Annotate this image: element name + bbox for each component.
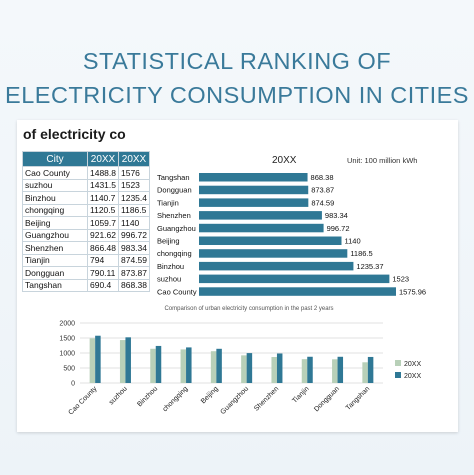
hbar-value-label: 1235.37 bbox=[356, 262, 383, 271]
bar-chart-unit: Unit: 100 million kWh bbox=[347, 156, 418, 165]
comparison-bar bbox=[271, 357, 277, 383]
spreadsheet-card: of electricity co City 20XX 20XX Cao Cou… bbox=[17, 120, 458, 432]
header-year-1: 20XX bbox=[87, 151, 119, 167]
horizontal-bar-chart: Tangshan 868.38 Dongguan 873.87 Tianjin 874.5… bbox=[157, 173, 426, 296]
table-row: Tangshan 690.4 868.38 bbox=[22, 278, 150, 292]
table-cell-value: 1523 bbox=[118, 178, 150, 192]
x-category-label: suzhou bbox=[108, 385, 129, 406]
bar-chart-title: 20XX bbox=[272, 155, 297, 166]
y-tick-label: 500 bbox=[63, 366, 75, 373]
hbar-category-label: Shenzhen bbox=[157, 211, 191, 220]
comparison-bar bbox=[186, 347, 192, 383]
hbar-value-label: 983.34 bbox=[325, 211, 348, 220]
hbar-value-label: 1186.5 bbox=[350, 249, 372, 258]
hbar-value-label: 868.38 bbox=[311, 173, 334, 182]
table-row: Beijing 1059.7 1140 bbox=[22, 216, 150, 230]
table-cell-value: 1235.4 bbox=[118, 191, 150, 205]
ranking-table: City 20XX 20XX Cao County 1488.8 1576 suzho… bbox=[22, 151, 150, 292]
header-city: City bbox=[22, 151, 88, 167]
hbar-bar bbox=[199, 211, 322, 220]
table-cell-value: 996.72 bbox=[118, 228, 150, 242]
x-category-label: Beijing bbox=[200, 385, 220, 405]
table-body: Cao County 1488.8 1576 suzhou 1431.5 1523 Binz… bbox=[22, 166, 150, 292]
hbar-bar bbox=[199, 198, 309, 207]
comparison-bar bbox=[276, 353, 283, 383]
table-header-row: City 20XX 20XX bbox=[22, 151, 150, 167]
hbar-category-label: suzhou bbox=[157, 275, 181, 284]
hbar-value-label: 1523 bbox=[392, 275, 409, 284]
hbar-value-label: 873.87 bbox=[311, 186, 334, 195]
comparison-bar bbox=[367, 356, 374, 383]
hbar-category-label: Binzhou bbox=[157, 262, 184, 271]
page-title: STATISTICAL RANKING OF ELECTRICITY CONSU… bbox=[0, 44, 474, 112]
hbar-value-label: 874.59 bbox=[311, 198, 334, 207]
table-row: suzhou 1431.5 1523 bbox=[22, 178, 150, 192]
page-title-line1: STATISTICAL RANKING OF bbox=[82, 48, 392, 74]
hbar-category-label: Tangshan bbox=[157, 173, 190, 182]
hbar-category-label: chongqing bbox=[157, 249, 192, 258]
comparison-bar bbox=[180, 349, 187, 383]
comparison-bar-chart: Comparison of urban electricity consumpt… bbox=[59, 306, 421, 417]
y-tick-label: 1500 bbox=[59, 336, 75, 343]
comparison-bar bbox=[125, 337, 131, 383]
hbar-bar bbox=[199, 173, 308, 182]
x-category-label: chongqing bbox=[162, 385, 190, 413]
comparison-bar bbox=[155, 345, 162, 383]
header-year-2: 20XX bbox=[118, 151, 150, 167]
comparison-bar bbox=[307, 356, 313, 383]
comparison-bar bbox=[119, 340, 126, 383]
comparison-bar bbox=[332, 359, 338, 383]
legend-label: 20XX bbox=[404, 361, 421, 368]
x-category-label: Dongguan bbox=[313, 385, 341, 413]
table-cell-value: 868.38 bbox=[118, 278, 150, 292]
hbar-category-label: Tianjin bbox=[157, 198, 179, 207]
legend-label: 20XX bbox=[404, 373, 421, 380]
hbar-category-label: Beijing bbox=[157, 237, 180, 246]
x-category-label: Guangzhou bbox=[220, 385, 251, 416]
y-tick-label: 2000 bbox=[59, 321, 75, 328]
hbar-bar bbox=[199, 261, 354, 271]
hbar-bar bbox=[199, 223, 324, 233]
x-category-label: Tangshan bbox=[345, 385, 371, 411]
legend-swatch bbox=[395, 372, 401, 378]
x-category-label: Binzhou bbox=[136, 385, 159, 408]
comparison-bar bbox=[337, 356, 344, 383]
hbar-bar bbox=[199, 287, 396, 296]
sheet-title: of electricity co bbox=[23, 126, 126, 142]
comparison-bar bbox=[89, 338, 96, 383]
comparison-bar bbox=[246, 353, 253, 383]
table-row: Guangzhou 921.62 996.72 bbox=[22, 228, 150, 242]
comparison-bar bbox=[95, 335, 101, 383]
comparison-bar bbox=[362, 362, 368, 383]
comparison-bar bbox=[210, 351, 217, 383]
hbar-value-label: 1575.96 bbox=[399, 287, 426, 296]
comparison-bar bbox=[241, 355, 247, 383]
x-category-label: Shenzhen bbox=[253, 385, 280, 412]
hbar-value-label: 1140 bbox=[345, 237, 361, 246]
comparison-bar bbox=[216, 348, 222, 383]
y-tick-label: 1000 bbox=[59, 351, 75, 358]
x-category-label: Tianjin bbox=[291, 385, 310, 404]
comparison-bar bbox=[150, 348, 156, 383]
page-title-line2: ELECTRICITY CONSUMPTION IN CITIES bbox=[5, 82, 469, 108]
hbar-value-label: 996.72 bbox=[327, 224, 350, 233]
hbar-category-label: Cao County bbox=[157, 287, 197, 296]
x-category-label: Cao County bbox=[67, 385, 98, 416]
hbar-bar bbox=[199, 274, 390, 284]
legend-swatch bbox=[395, 360, 401, 366]
hbar-bar bbox=[199, 236, 342, 245]
hbar-category-label: Guangzhou bbox=[157, 224, 196, 233]
comparison-chart-title: Comparison of urban electricity consumpt… bbox=[164, 306, 333, 312]
hbar-bar bbox=[199, 249, 348, 258]
hbar-category-label: Dongguan bbox=[157, 186, 192, 195]
y-tick-label: 0 bbox=[71, 381, 75, 388]
hbar-bar bbox=[199, 185, 309, 195]
comparison-bar bbox=[301, 359, 308, 383]
